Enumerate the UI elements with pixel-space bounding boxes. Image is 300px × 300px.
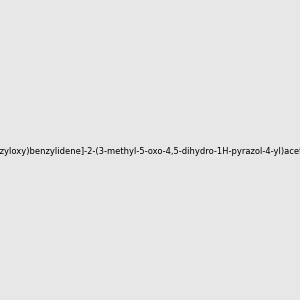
Text: N'-[3-(benzyloxy)benzylidene]-2-(3-methyl-5-oxo-4,5-dihydro-1H-pyrazol-4-yl)acet: N'-[3-(benzyloxy)benzylidene]-2-(3-methy… — [0, 147, 300, 156]
